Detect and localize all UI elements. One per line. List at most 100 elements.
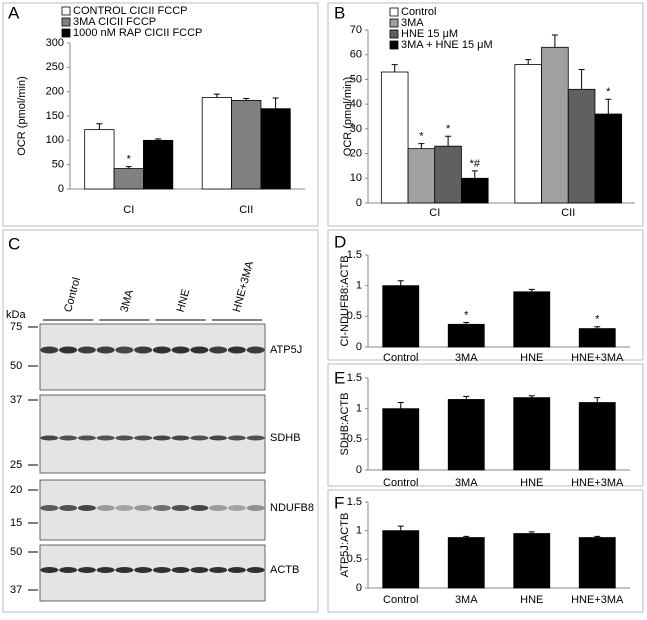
significance-mark: * [446,123,451,135]
error-bar [551,34,558,48]
marker-label: 50 [10,546,22,558]
blot-band [96,346,115,354]
bar [260,108,291,190]
y-tick-label: 1 [356,403,362,415]
y-tick-label: 100 [46,134,64,146]
protein-label: NDUFB8 [270,502,314,514]
lane-label: 3MA [118,288,136,314]
error-bar [594,326,601,329]
x-tick-label: HNE+3MA [571,594,624,606]
y-tick-label: 20 [350,147,362,159]
legend-label: 3MA CICII FCCP [73,16,156,28]
error-bar [605,98,612,115]
blot-band [115,567,134,573]
blot-band [152,505,171,511]
legend-swatch [389,7,399,17]
blot-band [227,346,246,354]
protein-label: ACTB [270,564,299,576]
panel-label: E [334,368,345,387]
legend-label: Control [401,6,436,18]
y-tick-label: 250 [46,61,64,73]
bar [143,139,174,190]
legend-swatch [389,40,399,50]
blot-band [115,435,134,441]
x-tick-label: CI [123,204,134,216]
bar [434,145,462,204]
y-tick-label: 1 [356,280,362,292]
bar [578,537,616,589]
bar [382,285,420,348]
error-bar [528,395,535,398]
x-tick-label: Control [383,594,418,606]
bar [541,46,569,204]
bar [447,399,485,471]
protein-label: SDHB [270,432,301,444]
blot-band [59,505,78,511]
bar [407,148,436,204]
y-tick-label: 0.5 [347,310,362,322]
blot-band [171,505,190,511]
bar [447,537,485,589]
bar [513,533,551,589]
blot-band [40,505,59,511]
y-axis-label: CI-NDUFB8:ACTB [339,255,351,346]
blot-band [96,435,115,441]
error-bar [528,288,535,292]
blot-band [246,505,265,511]
error-bar [578,69,585,90]
y-tick-label: 0 [356,197,362,209]
bar [113,168,144,190]
marker-label: 50 [10,360,22,372]
blot-band [190,346,209,354]
error-bar [272,97,279,109]
error-bar [594,397,601,403]
blot-band [227,435,246,441]
panel-frame [2,229,319,613]
error-bar [594,535,601,538]
bar [513,291,551,348]
error-bar [397,402,404,409]
significance-mark: * [419,131,424,143]
y-tick-label: 10 [350,172,362,184]
blot-band [115,505,134,511]
error-bar [213,93,220,98]
error-bar [463,395,470,400]
error-bar [445,135,452,147]
significance-mark: * [606,86,611,98]
x-tick-label: HNE [520,477,543,489]
significance-mark: *# [470,158,481,170]
blot-band [77,505,96,511]
bar [578,328,616,348]
y-tick-label: 30 [350,123,362,135]
bar [594,113,623,204]
blot-strip [39,323,266,391]
legend-label: CONTROL CICII FCCP [73,5,188,17]
bar [380,71,409,204]
error-bar [125,166,132,169]
blot-band [190,435,209,441]
legend-label: 1000 nM RAP CICII FCCP [73,27,202,39]
y-tick-label: 200 [46,86,64,98]
lane-label: Control [62,276,83,313]
y-tick-label: 150 [46,110,64,122]
marker-label: 25 [10,459,22,471]
blot-band [40,346,59,354]
blot-band [96,505,115,511]
y-tick-label: 300 [46,37,64,49]
legend-swatch [389,18,399,28]
blot-band [152,567,171,573]
panel-frame [327,489,644,613]
panel-frame [2,2,319,227]
y-tick-label: 50 [350,73,362,85]
blot-band [115,346,134,354]
significance-mark: * [595,314,600,326]
blot-band [134,346,153,354]
bar [201,97,232,190]
blot-band [209,567,228,573]
x-tick-label: 3MA [455,352,478,364]
x-tick-label: CII [239,204,253,216]
panel-label: B [334,3,345,22]
y-tick-label: 0 [58,183,64,195]
marker-label: 20 [10,484,22,496]
